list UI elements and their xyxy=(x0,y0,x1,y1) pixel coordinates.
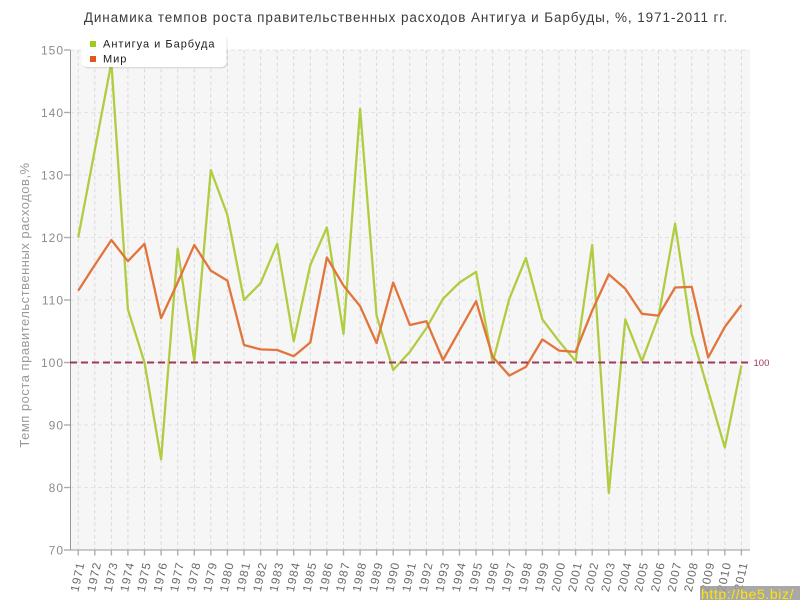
svg-text:1977: 1977 xyxy=(167,561,187,593)
svg-text:1981: 1981 xyxy=(233,561,253,593)
svg-text:1982: 1982 xyxy=(250,561,270,593)
svg-text:2007: 2007 xyxy=(664,561,684,593)
svg-text:2011: 2011 xyxy=(731,561,751,593)
svg-text:1974: 1974 xyxy=(117,561,137,593)
svg-text:150: 150 xyxy=(41,43,64,57)
svg-text:Темп роста правительственных р: Темп роста правительственных расходов,% xyxy=(17,162,32,447)
svg-text:http://be5.biz/: http://be5.biz/ xyxy=(701,586,794,600)
svg-text:1973: 1973 xyxy=(101,561,121,593)
svg-text:1991: 1991 xyxy=(399,561,419,593)
svg-text:1996: 1996 xyxy=(482,561,502,593)
svg-text:1994: 1994 xyxy=(449,561,469,593)
svg-text:1990: 1990 xyxy=(383,561,403,593)
svg-text:1987: 1987 xyxy=(333,561,353,593)
svg-text:140: 140 xyxy=(41,106,64,120)
svg-text:1995: 1995 xyxy=(465,561,485,593)
svg-text:2002: 2002 xyxy=(582,561,602,593)
svg-text:1998: 1998 xyxy=(515,561,535,593)
svg-text:2001: 2001 xyxy=(565,561,585,593)
svg-text:Мир: Мир xyxy=(103,54,127,66)
svg-text:90: 90 xyxy=(49,418,64,432)
svg-text:2003: 2003 xyxy=(598,561,618,593)
svg-text:1980: 1980 xyxy=(217,561,237,593)
svg-text:1975: 1975 xyxy=(134,561,154,593)
svg-text:1988: 1988 xyxy=(349,561,369,593)
svg-text:100: 100 xyxy=(41,356,64,370)
svg-text:1971: 1971 xyxy=(68,561,88,593)
svg-text:2010: 2010 xyxy=(714,561,734,593)
svg-text:2006: 2006 xyxy=(648,561,668,593)
svg-text:1972: 1972 xyxy=(84,561,104,593)
svg-text:1992: 1992 xyxy=(416,561,436,593)
svg-text:2008: 2008 xyxy=(681,561,701,593)
svg-text:100: 100 xyxy=(754,358,770,369)
svg-text:130: 130 xyxy=(41,168,64,182)
svg-text:120: 120 xyxy=(41,231,64,245)
svg-text:80: 80 xyxy=(49,481,64,495)
svg-text:2000: 2000 xyxy=(548,561,568,593)
svg-text:2005: 2005 xyxy=(631,561,651,593)
svg-text:1999: 1999 xyxy=(532,561,552,593)
svg-text:Антигуа и Барбуда: Антигуа и Барбуда xyxy=(103,39,216,51)
svg-text:1986: 1986 xyxy=(316,561,336,593)
svg-text:Динамика темпов роста правител: Динамика темпов роста правительственных … xyxy=(84,10,728,25)
svg-text:110: 110 xyxy=(42,293,64,307)
svg-text:70: 70 xyxy=(49,543,64,557)
svg-text:1985: 1985 xyxy=(300,561,320,593)
svg-text:1989: 1989 xyxy=(366,561,386,593)
svg-text:1978: 1978 xyxy=(184,561,204,593)
svg-text:1983: 1983 xyxy=(267,561,287,593)
svg-text:1976: 1976 xyxy=(150,561,170,593)
svg-text:1997: 1997 xyxy=(499,561,519,593)
svg-text:1979: 1979 xyxy=(200,561,220,593)
svg-text:1984: 1984 xyxy=(283,561,303,593)
svg-text:2004: 2004 xyxy=(615,561,635,593)
svg-text:1993: 1993 xyxy=(432,561,452,593)
svg-text:2009: 2009 xyxy=(698,561,718,593)
